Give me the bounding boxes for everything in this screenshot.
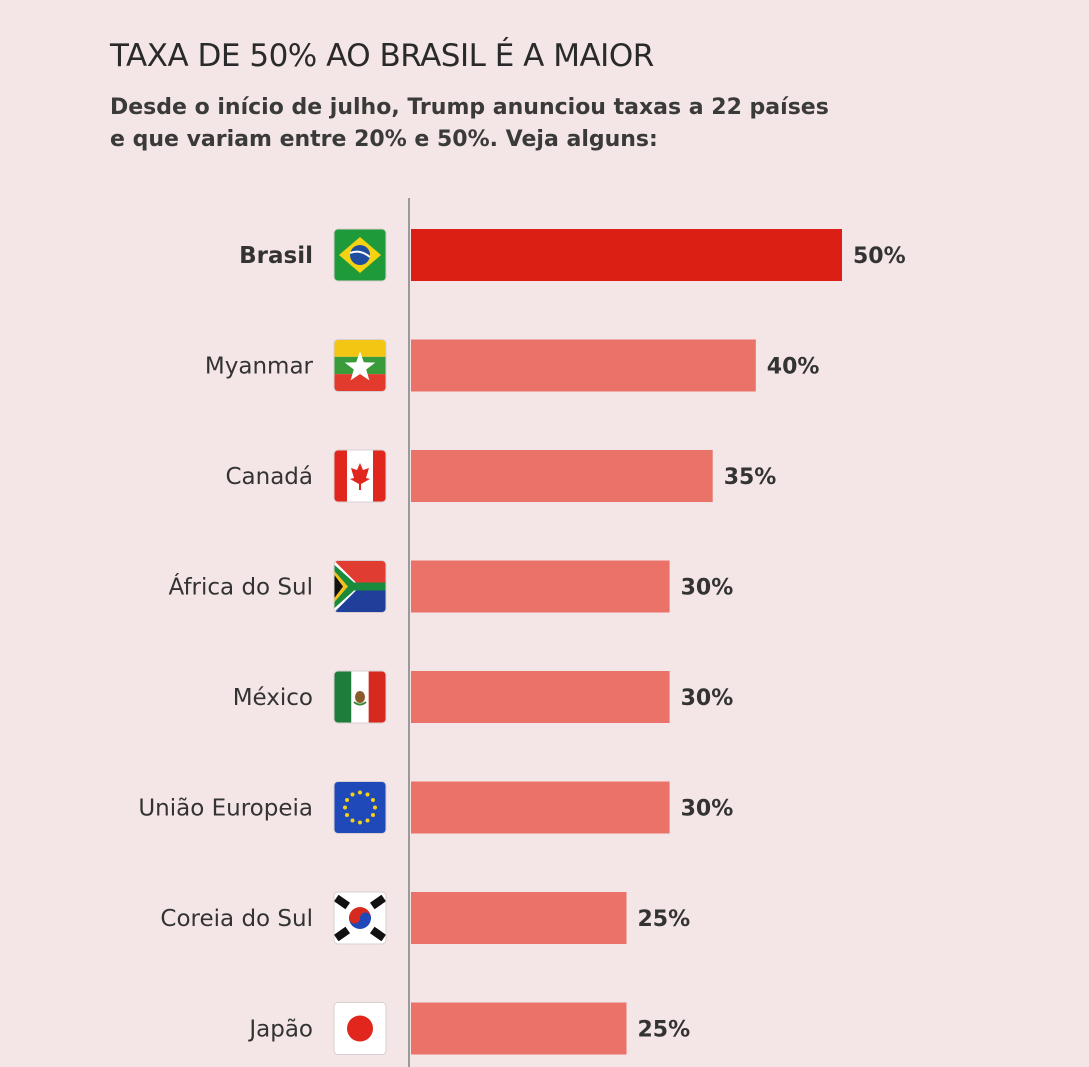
myanmar-flag-icon [333,339,387,392]
bar-row: Myanmar 40% [205,339,820,392]
south-korea-flag-icon [333,891,387,945]
bar [411,671,670,723]
canada-flag-icon [333,449,387,503]
country-label: Coreia do Sul [160,906,313,932]
eu-flag-icon [333,781,387,834]
value-label: 30% [681,576,734,601]
country-label: Myanmar [205,354,314,380]
bar-row: Canadá 35% [225,449,777,503]
country-label: México [233,685,313,711]
bar [411,781,670,834]
bar [411,450,713,502]
chart-subtitle: Desde o início de julho, Trump anunciou … [110,95,829,152]
country-label: União Europeia [138,796,313,822]
bar [411,339,756,392]
country-label: África do Sul [169,573,313,601]
bar-row: Japão 25% [247,1002,691,1055]
value-label: 30% [681,686,734,711]
bar-row: Coreia do Sul 25% [160,891,691,945]
value-label: 35% [724,465,777,490]
bar [411,1002,627,1055]
bar [411,560,670,613]
country-label: Brasil [239,243,313,269]
brazil-flag-icon [333,228,387,282]
value-label: 25% [638,907,691,932]
value-label: 50% [853,244,906,269]
japan-flag-icon [333,1002,387,1055]
mexico-flag-icon [333,670,387,724]
bar [411,229,842,281]
south-africa-flag-icon [333,560,387,613]
bar-row: África do Sul 30% [169,560,734,613]
chart-title: TAXA DE 50% AO BRASIL É A MAIOR [110,38,654,74]
value-label: 25% [638,1018,691,1043]
bar-row: México 30% [233,670,734,724]
value-label: 30% [681,797,734,822]
country-label: Japão [247,1017,313,1043]
bar-row: Brasil 50% [239,228,906,282]
value-label: 40% [767,355,820,380]
bar [411,892,627,944]
country-label: Canadá [225,464,313,490]
bar-row: União Europeia 30% [138,781,734,834]
